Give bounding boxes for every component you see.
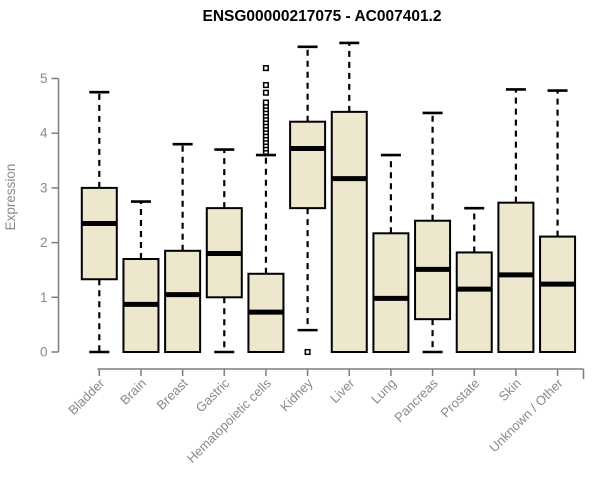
boxplot-brain: [122, 200, 160, 354]
x-tick-label-brain: Brain: [117, 376, 149, 408]
boxplot-hematopoietic-cells: [247, 65, 285, 353]
iqr-box: [455, 251, 493, 353]
iqr-box: [289, 120, 327, 210]
y-tick-label-4: 4: [40, 126, 48, 141]
boxplot-breast: [164, 142, 202, 353]
iqr-box: [164, 249, 202, 353]
boxplot-lung: [372, 153, 410, 353]
y-tick-label-2: 2: [40, 235, 48, 250]
y-axis-label: Expression: [3, 164, 18, 231]
x-tick-label-bladder: Bladder: [65, 375, 108, 418]
boxplot-gastric: [205, 148, 243, 354]
outlier-point: [304, 348, 311, 356]
boxplot-kidney: [289, 45, 327, 356]
x-tick-label-pancreas: Pancreas: [391, 375, 441, 425]
x-tick-label-gastric: Gastric: [193, 375, 233, 415]
x-tick-label-unknown-other: Unknown / Other: [486, 375, 566, 455]
boxplot-pancreas: [414, 111, 452, 354]
boxplot-unknown-other: [539, 89, 577, 353]
iqr-box: [372, 232, 410, 353]
x-tick-label-kidney: Kidney: [277, 375, 316, 414]
x-tick-label-prostate: Prostate: [438, 376, 483, 421]
boxplot-liver: [330, 41, 368, 353]
chart-title: ENSG00000217075 - AC007401.2: [203, 8, 442, 25]
x-tick-label-breast: Breast: [154, 375, 191, 412]
y-tick-label-3: 3: [40, 180, 48, 195]
boxplots: [80, 41, 577, 356]
boxplot-bladder: [80, 90, 118, 354]
x-tick-label-skin: Skin: [496, 376, 524, 404]
outlier-point: [262, 89, 269, 96]
outlier-point: [262, 65, 269, 72]
y-tick-label-0: 0: [40, 345, 48, 360]
x-tick-label-lung: Lung: [368, 376, 399, 407]
x-tick-label-liver: Liver: [327, 375, 358, 406]
iqr-box: [80, 186, 118, 281]
iqr-box: [539, 235, 577, 353]
boxplot-skin: [497, 88, 535, 353]
outlier-point: [262, 99, 269, 106]
boxplot-prostate: [455, 206, 493, 353]
outlier-point: [262, 82, 269, 89]
y-tick-label-5: 5: [40, 71, 48, 86]
iqr-box: [330, 110, 368, 353]
y-tick-label-1: 1: [40, 290, 48, 305]
